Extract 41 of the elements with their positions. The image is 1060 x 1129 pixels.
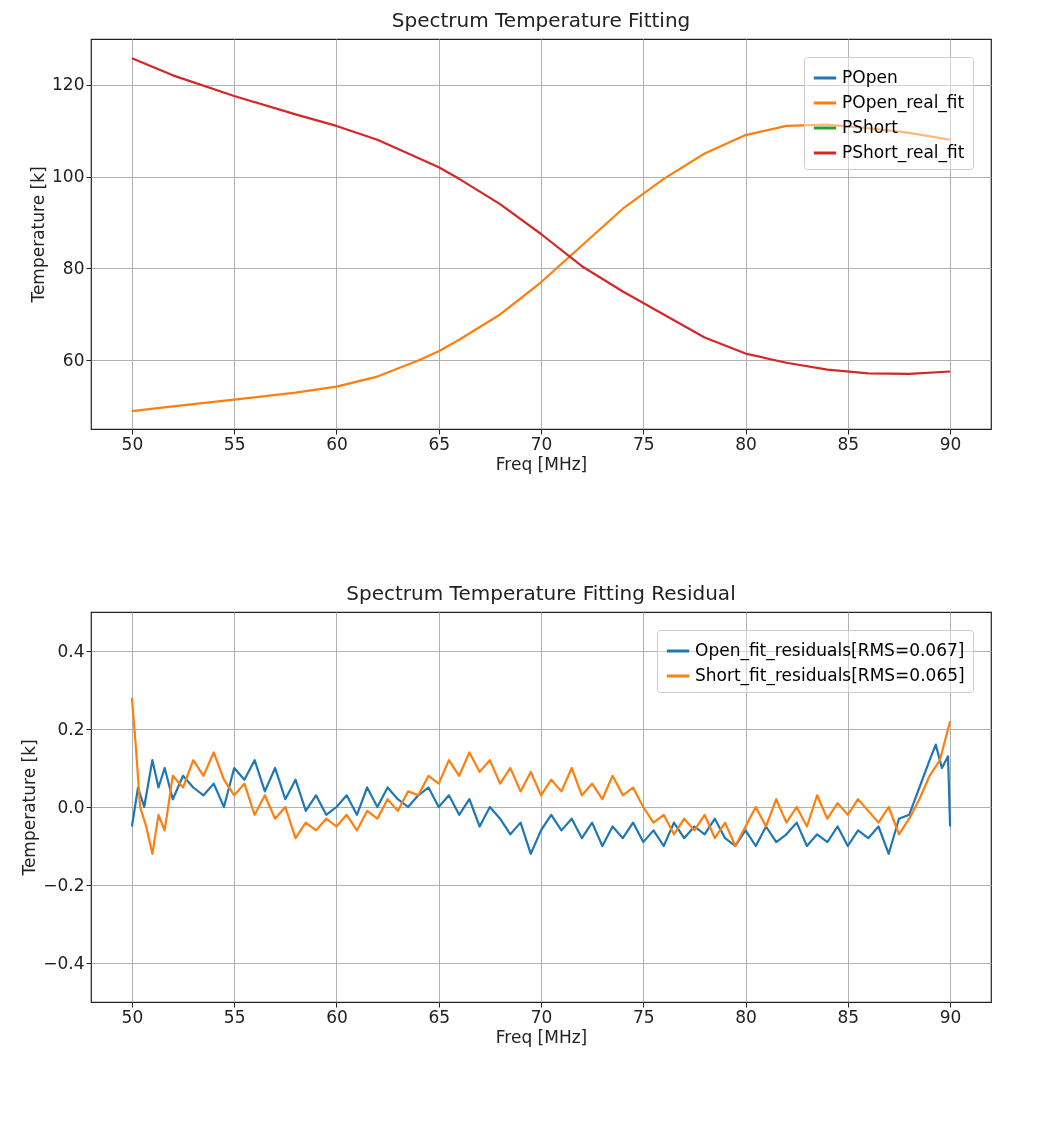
x-tick-label: 90 bbox=[939, 1006, 962, 1027]
y-tick-label: −0.4 bbox=[43, 952, 85, 973]
x-tick-label: 60 bbox=[326, 433, 348, 454]
legend-label: Short_fit_residuals[RMS=0.065] bbox=[695, 665, 965, 686]
x-tick-label: 70 bbox=[530, 1006, 553, 1027]
line-series bbox=[130, 743, 952, 855]
chart-title: Spectrum Temperature Fitting bbox=[391, 8, 691, 32]
x-tick-label: 55 bbox=[223, 1006, 246, 1027]
line-series bbox=[130, 696, 952, 855]
y-tick-label: 80 bbox=[62, 257, 85, 278]
y-tick-label: 0.0 bbox=[57, 796, 85, 817]
y-tick-label: 0.4 bbox=[57, 640, 85, 661]
x-tick-label: 75 bbox=[632, 433, 655, 454]
legend-label: POpen_real_fit bbox=[842, 92, 965, 113]
legend-label: PShort bbox=[842, 117, 899, 137]
legend-label: POpen bbox=[842, 67, 898, 87]
y-tick-label: 60 bbox=[62, 349, 85, 370]
x-tick-label: 75 bbox=[632, 1006, 655, 1027]
x-tick-label: 80 bbox=[735, 1006, 757, 1027]
chart-title: Spectrum Temperature Fitting Residual bbox=[346, 581, 736, 605]
y-tick-label: −0.2 bbox=[43, 874, 85, 895]
x-tick-label: 55 bbox=[223, 433, 246, 454]
x-tick-label: 65 bbox=[428, 433, 451, 454]
y-axis-title: Temperature [k] bbox=[19, 739, 40, 877]
x-tick-label: 50 bbox=[121, 433, 144, 454]
y-tick-label: 100 bbox=[52, 166, 85, 187]
y-tick-label: 0.2 bbox=[57, 718, 85, 739]
x-tick-label: 85 bbox=[837, 1006, 860, 1027]
x-tick-label: 50 bbox=[121, 1006, 144, 1027]
y-tick-label: 120 bbox=[52, 74, 85, 95]
x-tick-label: 90 bbox=[939, 433, 962, 454]
legend-label: PShort_real_fit bbox=[842, 142, 965, 163]
x-tick-label: 65 bbox=[428, 1006, 451, 1027]
legend-label: Open_fit_residuals[RMS=0.067] bbox=[695, 640, 965, 661]
x-tick-label: 70 bbox=[530, 433, 553, 454]
y-axis-title: Temperature [k] bbox=[28, 166, 49, 304]
x-axis-title: Freq [MHz] bbox=[495, 453, 588, 474]
x-tick-label: 85 bbox=[837, 433, 860, 454]
x-axis-title: Freq [MHz] bbox=[495, 1026, 588, 1047]
x-tick-label: 80 bbox=[735, 433, 757, 454]
x-tick-label: 60 bbox=[326, 1006, 348, 1027]
